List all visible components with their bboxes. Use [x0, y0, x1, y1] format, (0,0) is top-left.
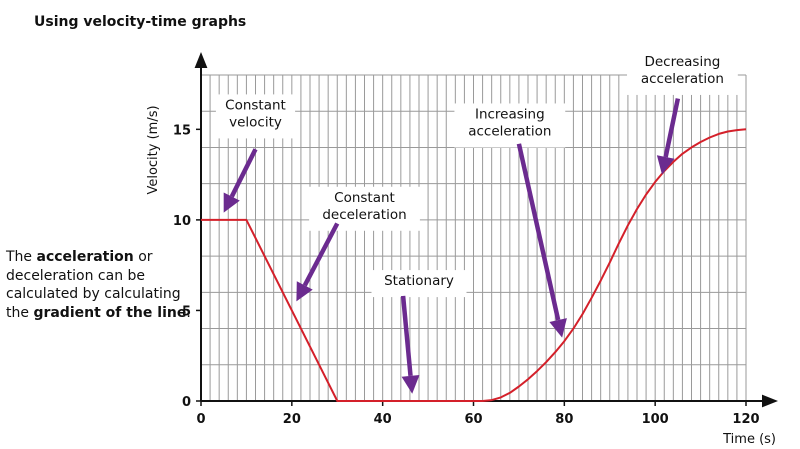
x-tick-label: 40 [374, 412, 392, 427]
annotation-arrow-head [549, 318, 567, 338]
annotation-arrow-shaft [400, 295, 413, 377]
annotation-labels: ConstantvelocityConstantdecelerationStat… [225, 54, 724, 289]
annotation-arrow-shaft [663, 98, 681, 158]
annotation-label-line: Increasing [475, 106, 545, 122]
annotation-label-line: Constant [334, 190, 395, 206]
annotation-arrows [223, 98, 681, 394]
annotation-label-line: acceleration [641, 71, 724, 87]
annotation-label-line: Constant [225, 97, 286, 113]
annotation-box [371, 270, 467, 298]
x-tick-label: 0 [196, 412, 205, 427]
side-note-part-2: or deceleration can be calculated by cal… [6, 249, 181, 321]
annotation-label-line: Decreasing [644, 54, 720, 70]
side-note-bold-1: acceleration [36, 249, 134, 265]
annotation-label-line: Stationary [384, 273, 454, 289]
y-tick-label: 5 [182, 304, 191, 319]
y-tick-label: 10 [173, 214, 191, 229]
annotation-box [309, 186, 420, 231]
x-tick-label: 100 [642, 412, 669, 427]
annotation-arrow-shaft [229, 148, 258, 198]
annotation-boxes [215, 50, 738, 298]
velocity-line [201, 128, 747, 402]
annotation-box [215, 94, 296, 139]
side-note-part-1: The [6, 249, 37, 265]
side-note: The acceleration or deceleration can be … [6, 248, 196, 322]
annotation-box [627, 50, 738, 95]
annotation-label-line: acceleration [468, 123, 551, 139]
y-tick-label: 0 [182, 395, 191, 410]
annotation-label-line: velocity [229, 114, 282, 130]
annotation-label-line: deceleration [322, 207, 406, 223]
y-tick-label: 15 [173, 123, 191, 138]
x-axis-label: Time (s) [722, 432, 776, 447]
series [201, 128, 747, 402]
y-axis-label: Velocity (m/s) [146, 105, 161, 194]
x-tick-label: 60 [464, 412, 482, 427]
annotation-arrow-head [223, 192, 240, 213]
x-tick-label: 80 [555, 412, 573, 427]
annotation-arrow-head [296, 281, 313, 302]
page-title: Using velocity-time graphs [34, 14, 247, 30]
x-tick-label: 120 [732, 412, 759, 427]
annotation-box [454, 103, 566, 148]
x-tick-label: 20 [283, 412, 301, 427]
side-note-bold-2: gradient of the line [33, 304, 187, 321]
annotation-arrow-head [401, 375, 420, 394]
annotation-arrow-head [656, 155, 675, 175]
side-note-part-3: . [186, 304, 191, 321]
annotation-arrow-shaft [302, 222, 340, 287]
annotation-arrow-shaft [516, 143, 561, 321]
